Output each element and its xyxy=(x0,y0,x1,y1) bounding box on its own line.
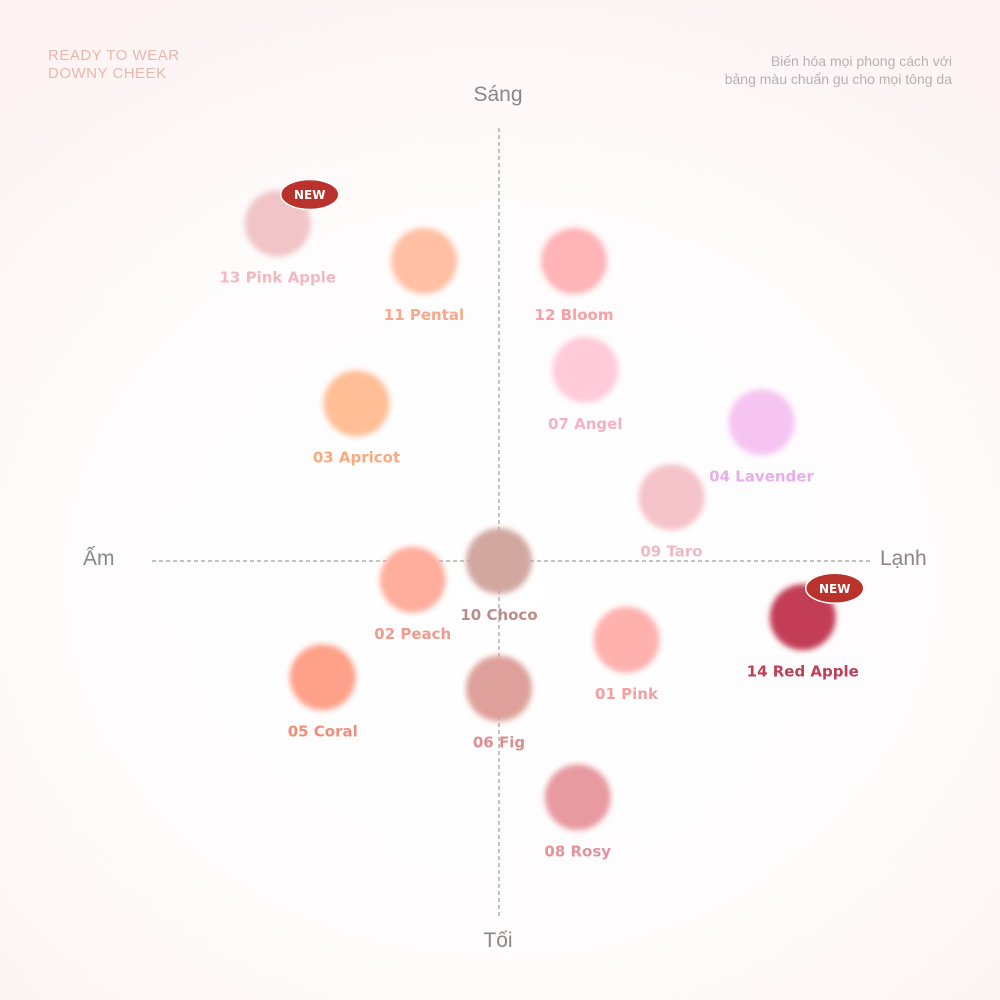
shade-label-08-rosy: 08 Rosy xyxy=(544,842,611,860)
shade-dot-02-peach xyxy=(379,546,446,613)
shade-dot-11-pental xyxy=(391,228,457,294)
shade-dot-03-apricot xyxy=(323,370,390,437)
new-badge-text-13-pink-apple: NEW xyxy=(294,188,325,202)
shade-label-04-lavender: 04 Lavender xyxy=(709,467,814,485)
shade-dot-06-fig xyxy=(466,655,532,722)
brand-line-1: READY TO WEAR xyxy=(48,47,180,64)
brand-line-2: DOWNY CHEEK xyxy=(48,65,167,82)
shade-label-02-peach: 02 Peach xyxy=(374,625,451,643)
shade-label-03-apricot: 03 Apricot xyxy=(313,449,400,467)
shade-marks: 13 Pink Apple NEW 11 Pental 12 Bloom 03 Apri… xyxy=(219,178,865,860)
new-badge-text-14-red-apple: NEW xyxy=(819,582,850,596)
tagline-line-1: Biến hóa mọi phong cách với xyxy=(770,53,952,69)
shade-label-14-red-apple: 14 Red Apple xyxy=(747,662,859,680)
new-badge-13-pink-apple xyxy=(280,178,340,211)
brand-title: READY TO WEAR DOWNY CHEEK xyxy=(48,47,180,83)
tagline-line-2: bảng màu chuẩn gu cho mọi tông da xyxy=(724,71,952,87)
shade-dot-10-choco xyxy=(466,528,532,594)
shade-dot-01-pink xyxy=(593,606,660,673)
shade-dot-07-angel xyxy=(552,336,619,403)
shade-label-12-bloom: 12 Bloom xyxy=(535,306,614,324)
shade-label-13-pink-apple: 13 Pink Apple xyxy=(219,269,336,287)
shade-label-09-taro: 09 Taro xyxy=(640,542,702,560)
shade-label-06-fig: 06 Fig xyxy=(473,734,525,752)
axis-label-dark: Tối xyxy=(483,929,513,952)
shade-label-05-coral: 05 Coral xyxy=(288,722,358,740)
shade-label-11-pental: 11 Pental xyxy=(384,306,464,324)
shade-label-10-choco: 10 Choco xyxy=(460,606,537,624)
shade-dot-04-lavender xyxy=(728,389,795,456)
tagline: Biến hóa mọi phong cách với bảng màu chu… xyxy=(725,52,952,88)
shade-dot-12-bloom xyxy=(541,228,607,294)
shade-dot-08-rosy xyxy=(544,764,611,831)
shade-dot-09-taro xyxy=(638,464,705,531)
shade-label-01-pink: 01 Pink xyxy=(595,685,659,703)
shade-dot-05-coral xyxy=(289,644,356,711)
new-badge-14-red-apple xyxy=(805,572,865,604)
axis-label-warm: Ấm xyxy=(83,547,115,570)
shade-label-07-angel: 07 Angel xyxy=(548,415,622,433)
axis-label-bright: Sáng xyxy=(473,83,523,106)
axis-label-cool: Lạnh xyxy=(880,547,927,570)
